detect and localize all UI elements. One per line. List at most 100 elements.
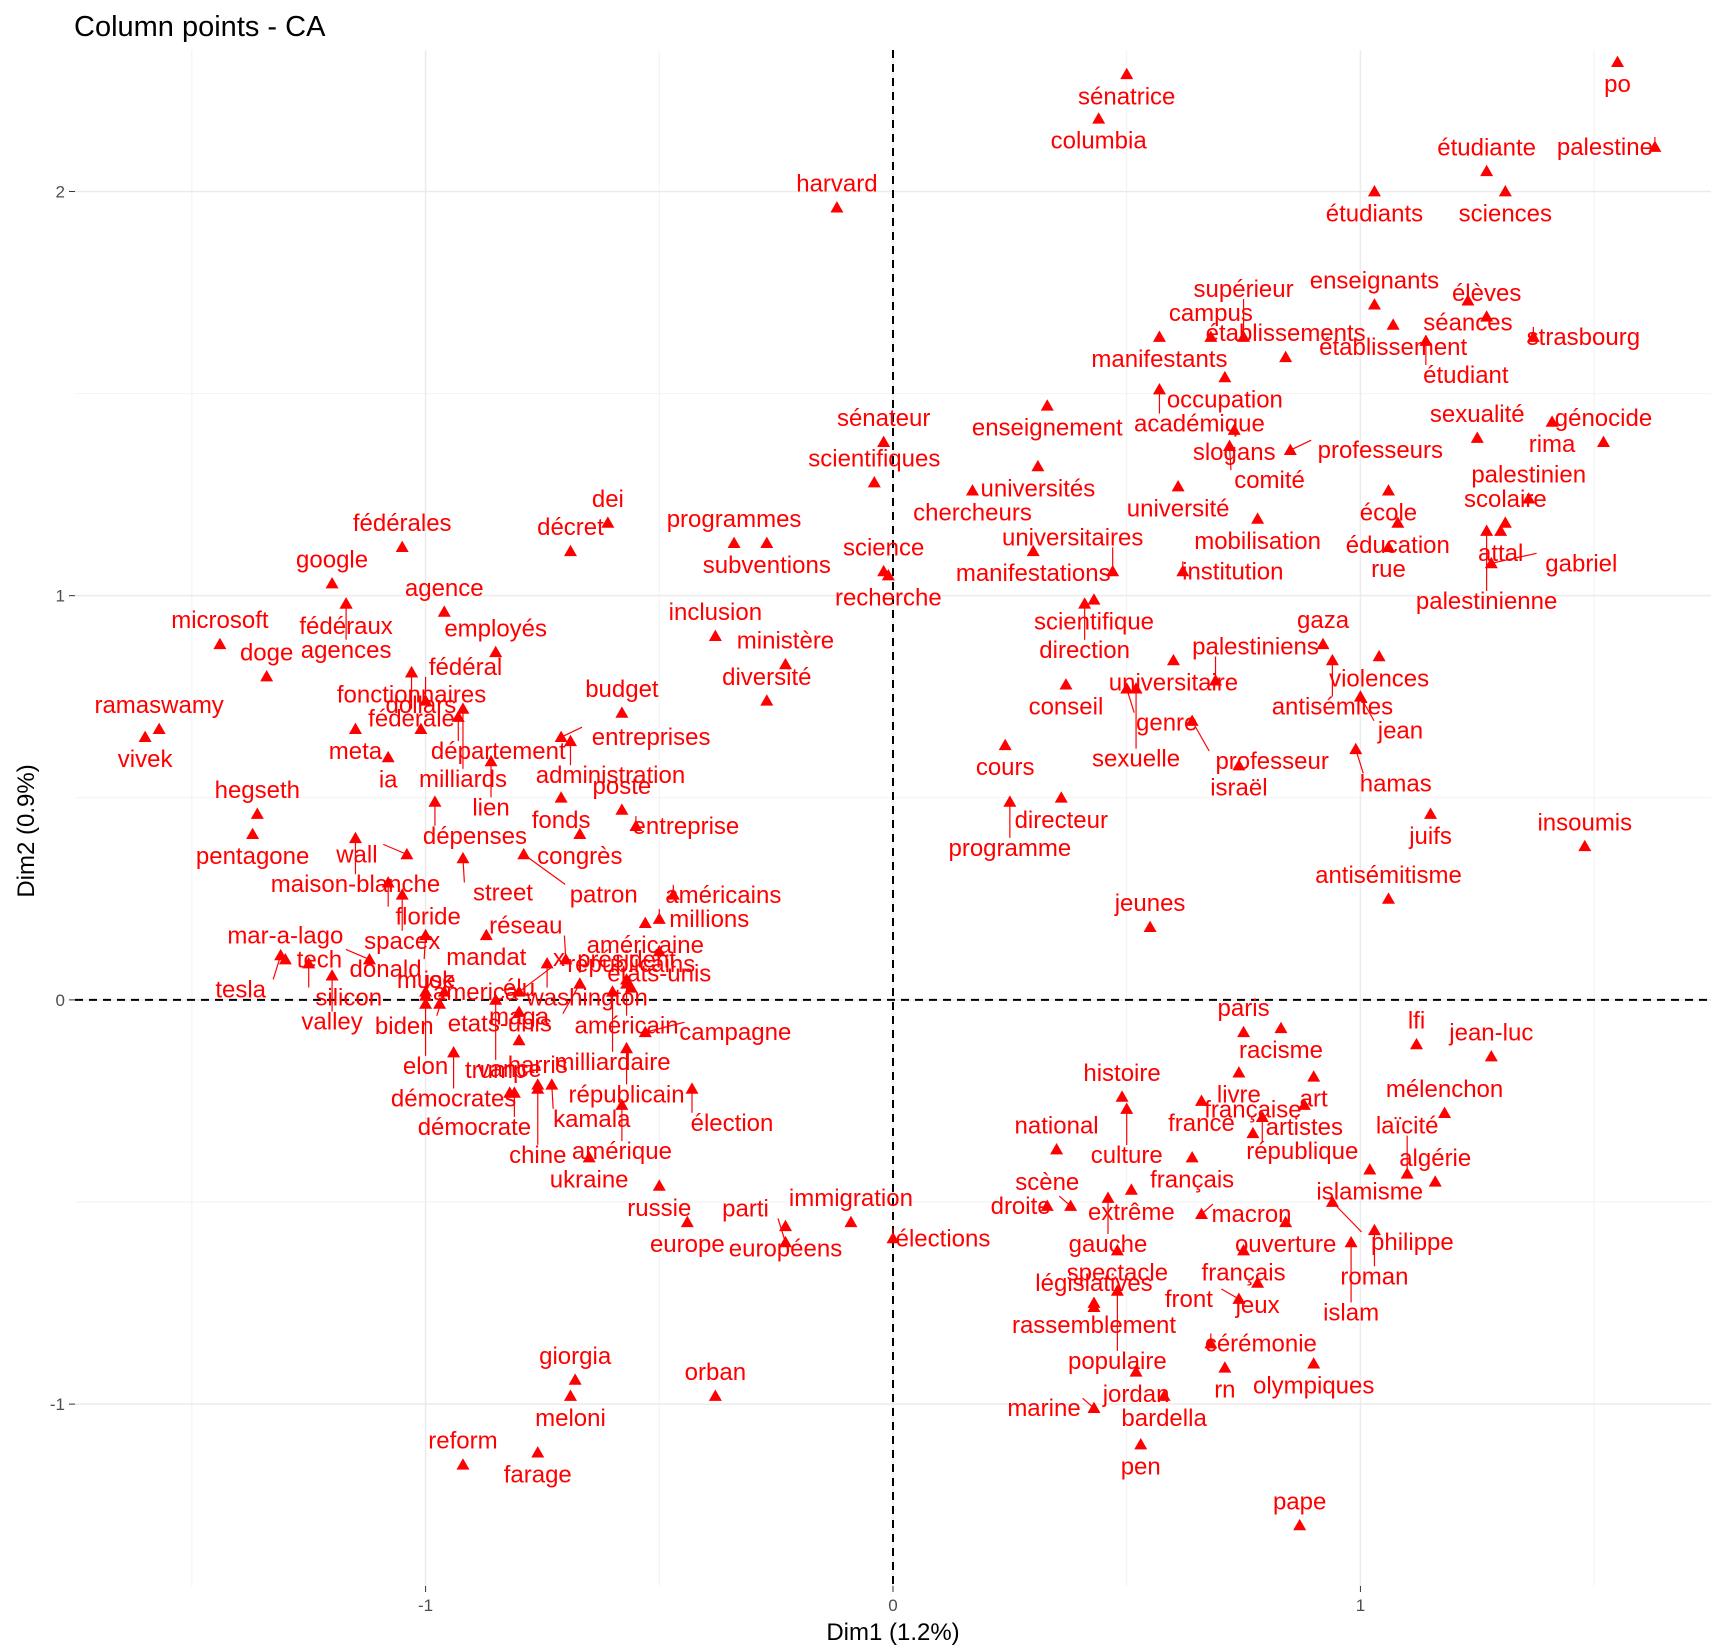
point-label: doge (240, 640, 293, 667)
point-marker (447, 1045, 461, 1058)
point-marker (1381, 484, 1395, 496)
point-marker (1124, 1183, 1138, 1195)
point-marker (512, 1005, 526, 1017)
point-label: ia (379, 766, 398, 793)
point-label: européens (729, 1235, 842, 1262)
point-marker (1204, 1336, 1218, 1349)
point-marker (559, 952, 573, 965)
point-marker (1522, 492, 1536, 504)
point-label: démocrates (391, 1085, 516, 1112)
point-label: harris (508, 1052, 568, 1079)
point-label: meta (329, 738, 383, 765)
data-points (138, 55, 1662, 1531)
point-marker (414, 722, 428, 734)
point-marker (512, 985, 526, 997)
point-marker (1283, 443, 1297, 456)
point-label: ouverture (1235, 1231, 1336, 1258)
point-marker (540, 957, 554, 969)
label-leader-line (1191, 720, 1210, 752)
point-marker (638, 1025, 652, 1038)
point-label: x (553, 945, 565, 972)
point-label: elon (403, 1053, 448, 1080)
point-label: juifs (1408, 823, 1452, 850)
point-marker (1152, 330, 1166, 342)
point-marker (1171, 480, 1185, 492)
point-label: démocrate (418, 1114, 531, 1141)
point-marker (1344, 1235, 1358, 1248)
point-marker (554, 730, 568, 743)
point-marker (1325, 1195, 1339, 1207)
point-label: étudiants (1326, 200, 1423, 227)
point-marker (685, 1082, 699, 1094)
point-label: élection (691, 1110, 774, 1137)
point-label: française (1204, 1096, 1301, 1123)
point-marker (615, 706, 629, 718)
point-label: gauche (1069, 1231, 1148, 1258)
point-marker (433, 997, 447, 1009)
point-label: président (577, 947, 676, 974)
point-marker (1176, 564, 1190, 577)
point-marker (484, 754, 498, 767)
point-marker (1166, 653, 1180, 666)
point-marker (1232, 758, 1246, 771)
point-label: washington (525, 985, 647, 1012)
point-label: sciences (1459, 200, 1552, 227)
point-marker (437, 985, 451, 997)
point-label: front (1165, 1286, 1213, 1313)
point-marker (419, 928, 433, 941)
point-marker (778, 1219, 792, 1232)
point-label: sénatrice (1078, 83, 1175, 110)
point-label: chercheurs (913, 500, 1032, 527)
point-marker (760, 536, 774, 549)
data-labels: po palestine sénatrice columbia étudiante étu… (94, 71, 1652, 1515)
point-marker (1386, 318, 1400, 330)
point-label: pen (1121, 1454, 1161, 1481)
point-label: université (1127, 496, 1230, 523)
point-marker (1367, 298, 1381, 310)
point-label: livre (1217, 1082, 1261, 1109)
point-marker (1232, 1066, 1246, 1078)
point-marker (652, 1179, 666, 1191)
label-leader-line (383, 843, 408, 855)
point-marker (1316, 637, 1330, 650)
point-label: fédérale (368, 705, 455, 732)
point-label: bardella (1121, 1405, 1207, 1432)
point-label: républicains (567, 951, 695, 978)
point-label: cérémonie (1205, 1330, 1317, 1357)
point-label: américain (575, 1013, 679, 1040)
point-label: silicon (315, 985, 382, 1012)
point-label: entreprise (633, 813, 740, 840)
y-tick-label: 0 (56, 991, 65, 1010)
point-marker (512, 1033, 526, 1046)
point-marker (778, 657, 792, 670)
point-marker (451, 710, 465, 722)
point-marker (1470, 431, 1484, 443)
point-label: séances (1423, 310, 1512, 337)
point-label: floride (395, 904, 460, 931)
point-label: subventions (703, 552, 831, 579)
point-label: dépenses (423, 823, 527, 850)
point-marker (1110, 1284, 1124, 1296)
point-label: républicain (569, 1081, 685, 1108)
point-marker (666, 888, 680, 900)
point-marker (1232, 1292, 1246, 1304)
point-label: po (1604, 71, 1631, 98)
point-marker (1134, 1438, 1148, 1450)
point-label: joe (423, 967, 456, 994)
point-marker (456, 1458, 470, 1470)
point-marker (760, 694, 774, 706)
point-label: antisémites (1272, 693, 1393, 720)
point-marker (348, 831, 362, 844)
point-marker (1143, 920, 1157, 933)
point-label: hegseth (215, 777, 300, 804)
point-marker (1218, 370, 1232, 383)
point-label: strasbourg (1527, 324, 1640, 351)
point-label: valley (301, 1009, 362, 1036)
point-label: mobilisation (1194, 528, 1321, 555)
point-label: directeur (1015, 807, 1108, 834)
point-marker (138, 730, 152, 743)
point-label: fonctionnaires (337, 681, 486, 708)
point-marker (1367, 1223, 1381, 1236)
point-label: extrême (1088, 1199, 1175, 1226)
